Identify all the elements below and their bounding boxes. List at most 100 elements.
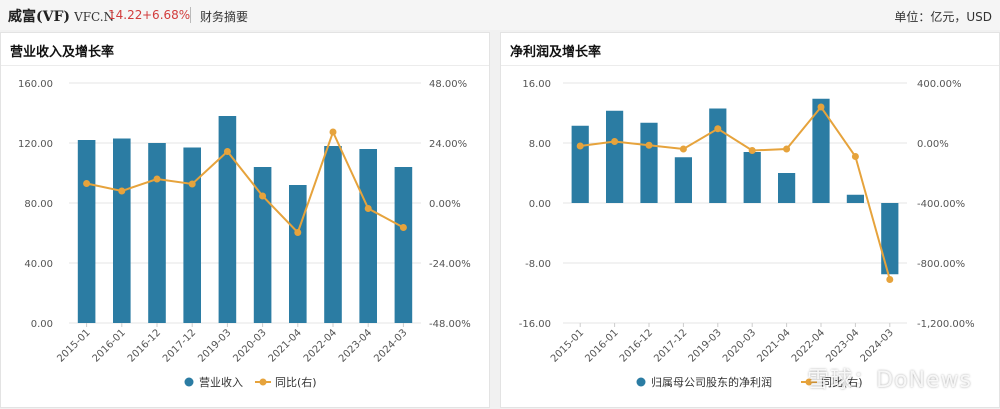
- watermark: 雪球：DoNews: [807, 368, 972, 393]
- bar: [778, 173, 796, 203]
- growth-point: [886, 276, 894, 283]
- company-label: 威富(VF): [8, 9, 71, 25]
- x-tick-label: 2023-04: [824, 327, 861, 364]
- legend-bar-marker: [636, 377, 646, 387]
- y-tick-label: 160.00: [18, 79, 53, 90]
- y-tick-label: 40.00: [24, 259, 53, 270]
- x-tick-label: 2016-12: [618, 327, 655, 364]
- y2-tick-label: -400.00%: [917, 199, 965, 210]
- unit-label: 单位：亿元，USD: [894, 10, 992, 24]
- y2-tick-label: -24.00%: [429, 259, 471, 270]
- stock-header: 威富(VF) VFC.N 14.22 +6.68% 财务摘要 单位：亿元，USD: [0, 0, 1000, 30]
- x-tick-label: 2021-04: [755, 327, 792, 364]
- growth-point: [329, 128, 337, 136]
- growth-point: [364, 205, 372, 212]
- x-tick-label: 2022-04: [790, 327, 827, 364]
- bar: [881, 203, 899, 275]
- y2-tick-label: 48.00%: [429, 79, 467, 90]
- section-title: 财务摘要: [200, 10, 249, 24]
- y2-tick-label: -800.00%: [917, 259, 965, 270]
- net-profit-chart-title: 净利润及增长率: [510, 45, 602, 60]
- bar: [113, 138, 131, 323]
- legend-line-label: 同比(右): [821, 375, 863, 389]
- bar: [289, 185, 307, 323]
- y-tick-label: 80.00: [24, 199, 53, 210]
- growth-line: [580, 105, 891, 280]
- growth-point: [748, 147, 756, 154]
- x-tick-label: 2019-03: [687, 327, 724, 364]
- bar: [743, 152, 761, 203]
- y-tick-label: 0.00: [31, 319, 53, 330]
- x-tick-label: 2020-03: [721, 327, 758, 364]
- bar: [77, 140, 96, 323]
- legend-line-dot: [259, 378, 267, 386]
- growth-point: [611, 138, 619, 145]
- stock-price: 14.22: [108, 8, 143, 22]
- bar: [394, 167, 413, 323]
- bar: [846, 194, 864, 203]
- growth-point: [679, 145, 687, 153]
- panel-header-divider: [501, 65, 999, 66]
- bar: [253, 167, 272, 323]
- y2-tick-label: 400.00%: [917, 79, 962, 90]
- x-tick-label: 2023-04: [337, 327, 374, 364]
- net-profit-chart-panel: 净利润及增长率 16.00 400.00% 8.00 0.00% 0.00 -400.00…: [500, 32, 1000, 408]
- x-tick-label: 2019-03: [196, 327, 233, 364]
- growth-point: [576, 142, 584, 150]
- y-tick-label: 8.00: [529, 139, 551, 150]
- bar: [359, 149, 377, 323]
- header-divider: [190, 7, 191, 23]
- panel-header-divider: [1, 65, 489, 66]
- growth-point: [294, 229, 302, 236]
- legend-line-label: 同比(右): [275, 375, 317, 389]
- y2-tick-label: 24.00%: [429, 139, 467, 150]
- growth-point: [83, 180, 91, 187]
- bar: [183, 147, 201, 323]
- legend-bar-label: 归属母公司股东的净利润: [651, 375, 772, 389]
- revenue-chart-title: 营业收入及增长率: [10, 45, 115, 60]
- y-tick-label: -8.00: [525, 259, 551, 270]
- y2-tick-label: 0.00%: [429, 199, 461, 210]
- y-tick-label: 120.00: [18, 139, 53, 150]
- legend-bar-marker: [184, 377, 194, 387]
- x-tick-label: 2015-01: [55, 327, 92, 364]
- growth-point: [188, 180, 196, 188]
- growth-point: [817, 103, 825, 111]
- bar: [640, 122, 658, 203]
- y2-tick-label: -48.00%: [429, 319, 471, 330]
- x-tick-label: 2015-01: [549, 327, 586, 364]
- bar: [709, 108, 727, 203]
- growth-point: [783, 145, 791, 153]
- x-tick-label: 2016-01: [91, 327, 128, 364]
- bar: [324, 146, 342, 323]
- x-tick-label: 2020-03: [231, 327, 268, 364]
- bar: [571, 125, 589, 203]
- x-tick-label: 2016-12: [126, 327, 163, 364]
- y-tick-label: 0.00: [529, 199, 551, 210]
- growth-line: [86, 129, 404, 235]
- growth-point: [118, 187, 126, 195]
- price-change: +6.68%: [142, 8, 191, 22]
- net-profit-chart: 16.00 400.00% 8.00 0.00% 0.00 -400.00% -8.00 -8…: [519, 79, 975, 389]
- x-tick-label: 2021-04: [267, 327, 304, 364]
- legend-line-dot: [805, 378, 813, 386]
- x-tick-label: 2022-04: [302, 327, 339, 364]
- bar: [218, 116, 237, 323]
- bar: [606, 110, 624, 203]
- growth-point: [153, 175, 161, 183]
- x-tick-label: 2017-12: [161, 327, 198, 364]
- ticker-symbol: VFC.N: [74, 10, 115, 24]
- revenue-chart-panel: 营业收入及增长率 160.00 48.00% 120.00 24.00% 80.00 0.…: [0, 32, 490, 408]
- y-tick-label: 16.00: [522, 79, 551, 90]
- growth-point: [259, 192, 267, 200]
- bar: [812, 98, 830, 203]
- x-tick-label: 2024-03: [859, 327, 896, 364]
- growth-point: [645, 141, 653, 149]
- revenue-chart: 160.00 48.00% 120.00 24.00% 80.00 0.00% 40.00 -…: [18, 79, 471, 389]
- growth-point: [851, 153, 859, 160]
- growth-point: [399, 224, 407, 231]
- x-tick-label: 2017-12: [652, 327, 689, 364]
- company-name: 威富(VF) VFC.N: [8, 6, 114, 26]
- y2-tick-label: -1,200.00%: [917, 319, 975, 330]
- y2-tick-label: 0.00%: [917, 139, 949, 150]
